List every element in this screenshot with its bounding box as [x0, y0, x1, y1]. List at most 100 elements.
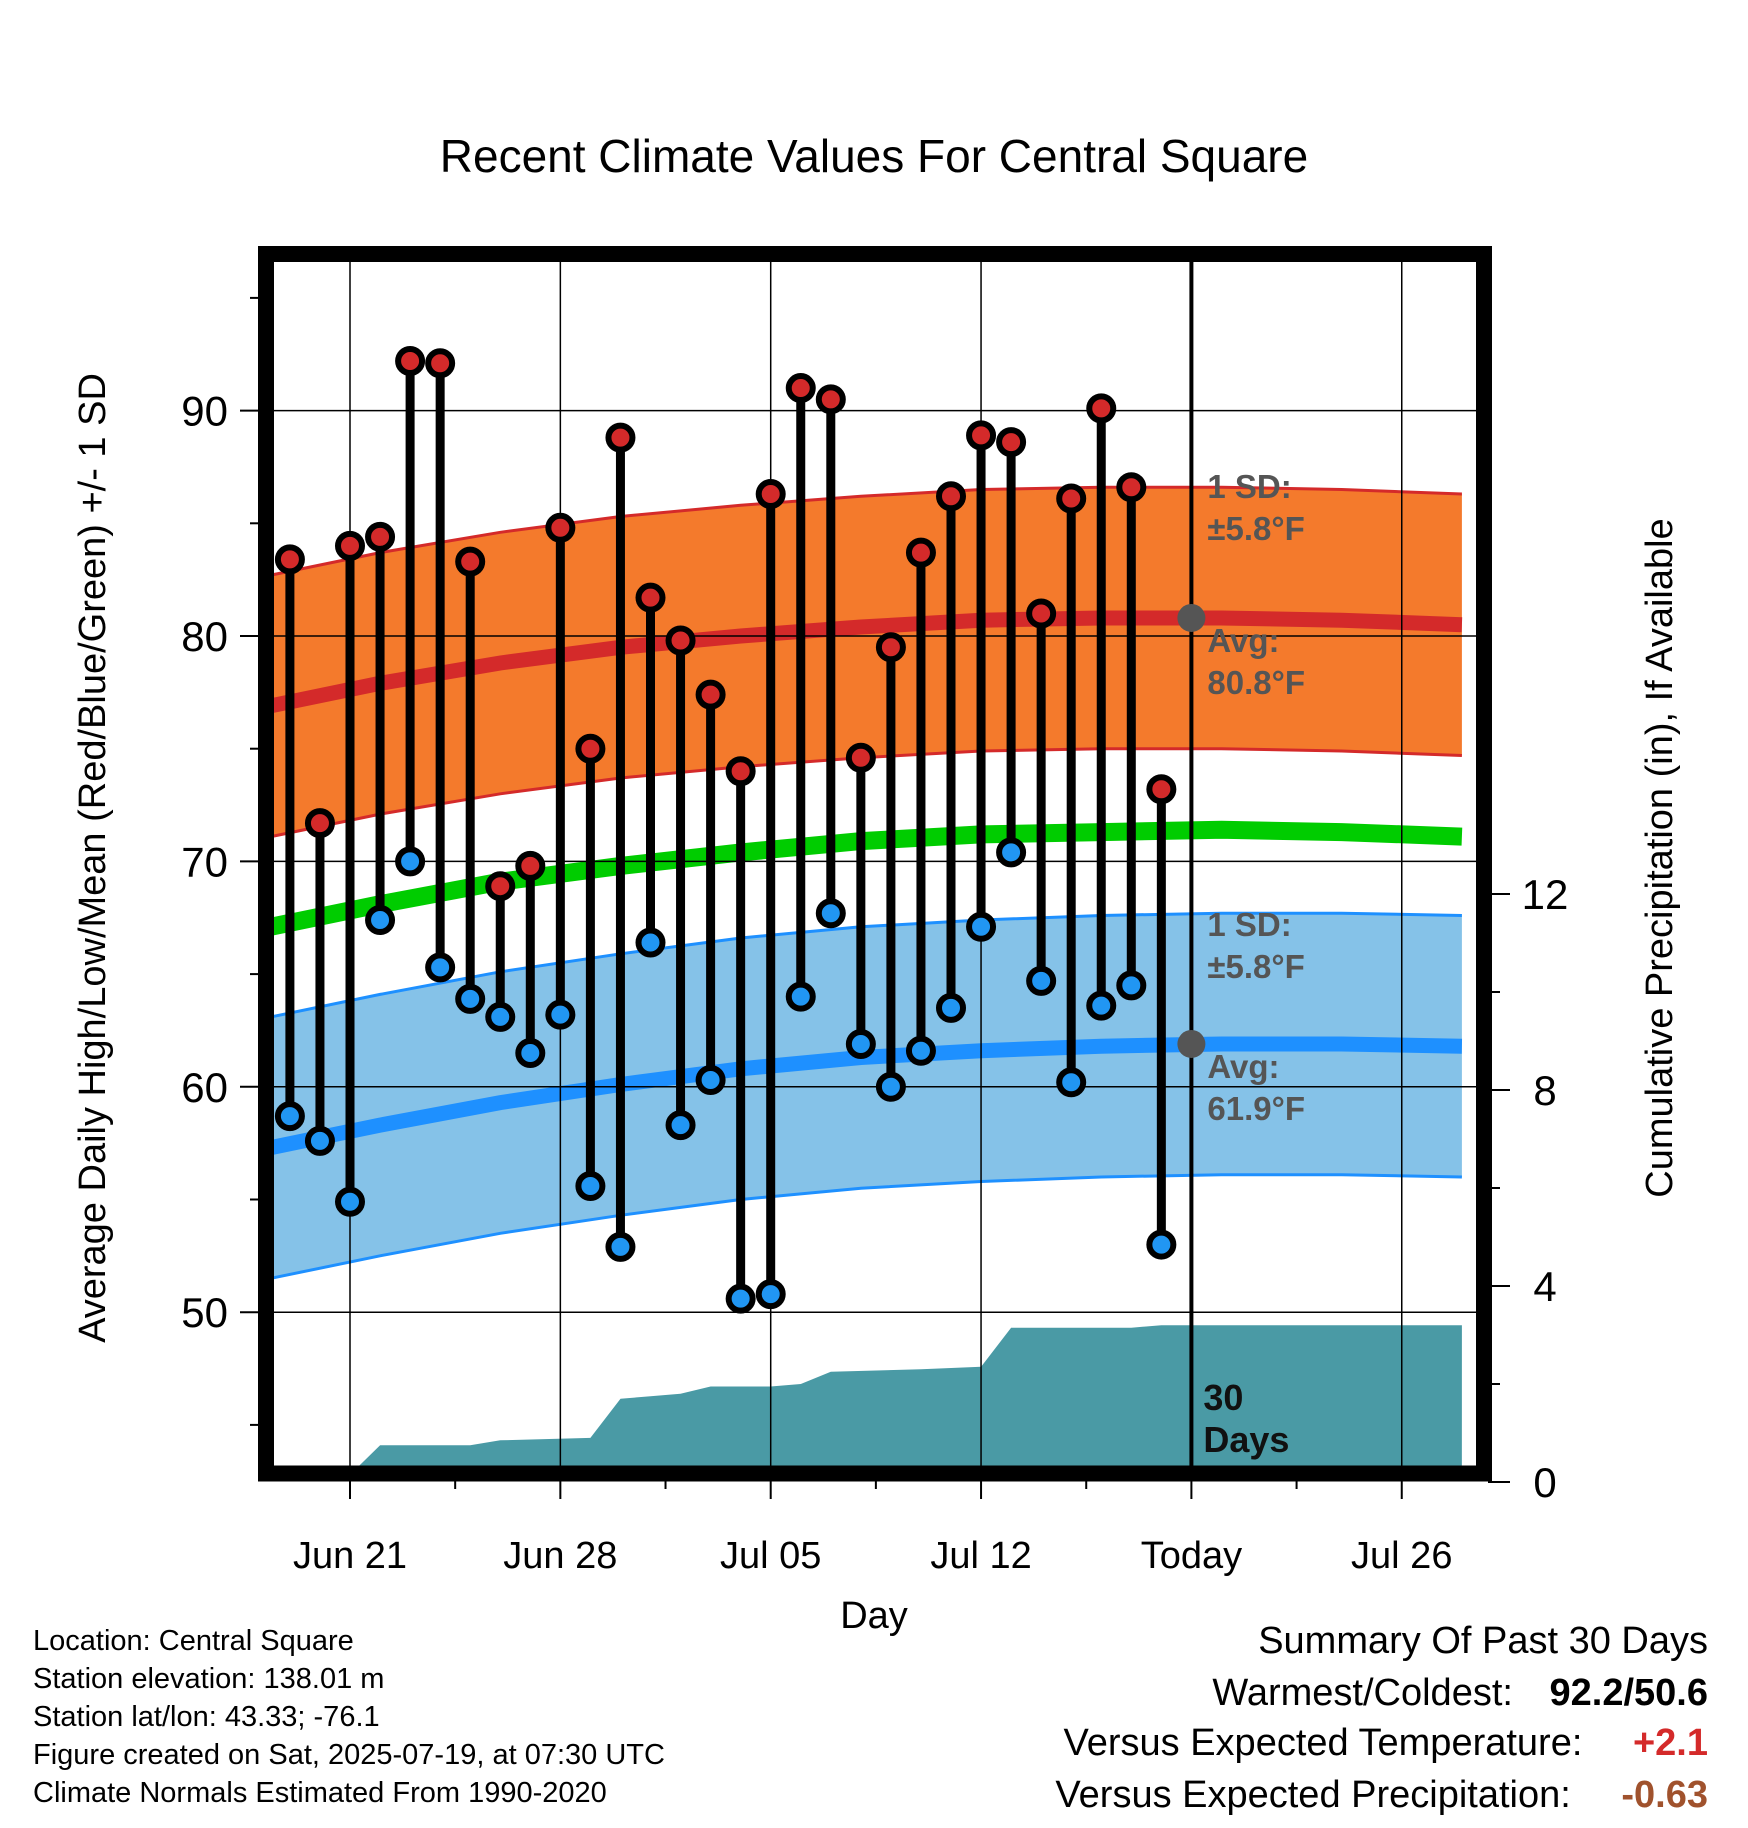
low-temp-point	[785, 981, 816, 1012]
x-tick-label: Jul 05	[720, 1535, 821, 1577]
high-temp-point	[755, 478, 786, 509]
low-temp-point	[274, 1101, 305, 1132]
elevation-text: Station elevation: 138.01 m	[33, 1663, 385, 1695]
x-axis-label: Day	[840, 1595, 908, 1637]
y-axis-label: Average Daily High/Low/Mean (Red/Blue/Gr…	[72, 373, 114, 1343]
low-sd-band-lower-edge	[270, 1173, 1462, 1281]
low-temp-point	[905, 1035, 936, 1066]
x-tick-label: Jun 21	[293, 1535, 407, 1577]
y2-axis-label: Cumulative Precipitation (in), If Availa…	[1639, 518, 1681, 1197]
days-count-label: 30	[1203, 1377, 1243, 1418]
y-tick-label: 90	[181, 388, 228, 435]
station-info: Location: Central Square Station elevati…	[33, 1622, 665, 1812]
normals-text: Climate Normals Estimated From 1990-2020	[33, 1777, 607, 1809]
y-tick-label: 60	[181, 1064, 228, 1111]
low-temp-point	[966, 911, 997, 942]
high-sd-band	[270, 487, 1462, 837]
high-temp-point	[485, 871, 516, 902]
plot-content: 1 SD: ±5.8°F Avg: 80.8°F 1 SD: ±5.8°F Avg: 61.9…	[270, 258, 1480, 1470]
low-temp-point	[936, 992, 966, 1023]
precip-area	[354, 1325, 1462, 1470]
high-sd-label: 1 SD:	[1207, 468, 1291, 505]
low-temp-point	[575, 1170, 606, 1201]
warmest-value: 92.2/50.6	[1549, 1672, 1708, 1714]
x-tick-label: Jun 28	[503, 1535, 617, 1577]
low-temp-point	[815, 898, 846, 929]
low-temp-point	[725, 1283, 756, 1314]
high-temp-point	[274, 544, 305, 575]
high-temp-point	[1026, 598, 1057, 629]
plot-area: 1 SD: ±5.8°F Avg: 80.8°F 1 SD: ±5.8°F Avg: 61.9…	[181, 246, 1569, 1577]
high-temp-point	[545, 512, 576, 543]
low-avg-label: Avg:	[1207, 1048, 1279, 1085]
y-tick-label: 70	[181, 838, 228, 885]
normal-high-line	[270, 610, 1463, 714]
high-avg-marker	[1177, 603, 1206, 632]
high-sd-band-upper-edge	[270, 485, 1462, 577]
high-temp-point	[936, 481, 966, 512]
warmest-label: Warmest/Coldest:	[1212, 1672, 1513, 1714]
high-temp-point	[1116, 472, 1147, 503]
summary-title: Summary Of Past 30 Days	[1258, 1620, 1708, 1662]
y2-tick-label: 4	[1533, 1263, 1556, 1310]
y2-tick-label: 12	[1522, 871, 1569, 918]
high-temp-point	[725, 756, 756, 787]
high-temp-point	[905, 537, 936, 568]
days-count-unit: Days	[1203, 1419, 1289, 1460]
low-temp-point	[425, 952, 456, 983]
low-temp-point	[845, 1028, 876, 1059]
high-temp-point	[455, 546, 486, 577]
low-temp-point	[1026, 965, 1057, 996]
low-temp-point	[1086, 990, 1117, 1021]
summary-temp-row: Versus Expected Temperature: +2.1	[1063, 1722, 1708, 1765]
low-sd-value: ±5.8°F	[1207, 948, 1304, 985]
high-temp-point	[575, 733, 606, 764]
location-text: Location: Central Square	[33, 1625, 354, 1657]
high-temp-point	[875, 632, 906, 663]
high-temp-point	[1056, 483, 1087, 514]
plot-frame	[258, 246, 1492, 1482]
low-temp-point	[365, 905, 396, 936]
y-tick-label: 80	[181, 613, 228, 660]
high-temp-point	[1086, 393, 1117, 424]
high-temp-point	[335, 530, 365, 561]
high-avg-value: 80.8°F	[1207, 664, 1305, 701]
created-text: Figure created on Sat, 2025-07-19, at 07…	[33, 1739, 665, 1771]
low-sd-label: 1 SD:	[1207, 906, 1291, 943]
x-tick-label: Jul 12	[930, 1535, 1031, 1577]
high-temp-point	[365, 521, 396, 552]
high-temp-point	[515, 850, 546, 881]
low-temp-point	[1056, 1067, 1087, 1098]
temp-label: Versus Expected Temperature:	[1063, 1722, 1583, 1764]
y2-tick-label: 0	[1533, 1459, 1556, 1506]
precip-value: -0.63	[1621, 1774, 1708, 1816]
high-temp-point	[996, 427, 1027, 458]
high-sd-value: ±5.8°F	[1207, 510, 1304, 547]
high-temp-point	[304, 808, 335, 839]
low-temp-point	[665, 1110, 696, 1141]
latlon-text: Station lat/lon: 43.33; -76.1	[33, 1701, 380, 1733]
low-temp-point	[455, 983, 486, 1014]
low-temp-point	[515, 1037, 546, 1068]
high-temp-point	[815, 384, 846, 415]
high-temp-point	[785, 373, 816, 404]
low-temp-point	[545, 999, 576, 1030]
high-temp-point	[425, 348, 456, 379]
low-avg-value: 61.9°F	[1207, 1090, 1305, 1127]
high-temp-point	[1146, 774, 1177, 805]
low-temp-point	[395, 846, 426, 877]
y2-tick-label: 8	[1533, 1067, 1556, 1114]
x-tick-label: Jul 26	[1351, 1535, 1452, 1577]
high-temp-point	[635, 582, 666, 613]
low-temp-point	[1146, 1229, 1177, 1260]
summary-warmest-row: Warmest/Coldest: 92.2/50.6	[1212, 1672, 1708, 1715]
y-tick-label: 50	[181, 1289, 228, 1336]
low-temp-point	[695, 1065, 726, 1096]
low-temp-point	[335, 1186, 365, 1217]
low-temp-point	[755, 1279, 786, 1310]
low-temp-point	[485, 1001, 516, 1032]
precip-label: Versus Expected Precipitation:	[1055, 1774, 1571, 1816]
low-temp-point	[1116, 970, 1147, 1001]
low-temp-point	[635, 927, 666, 958]
